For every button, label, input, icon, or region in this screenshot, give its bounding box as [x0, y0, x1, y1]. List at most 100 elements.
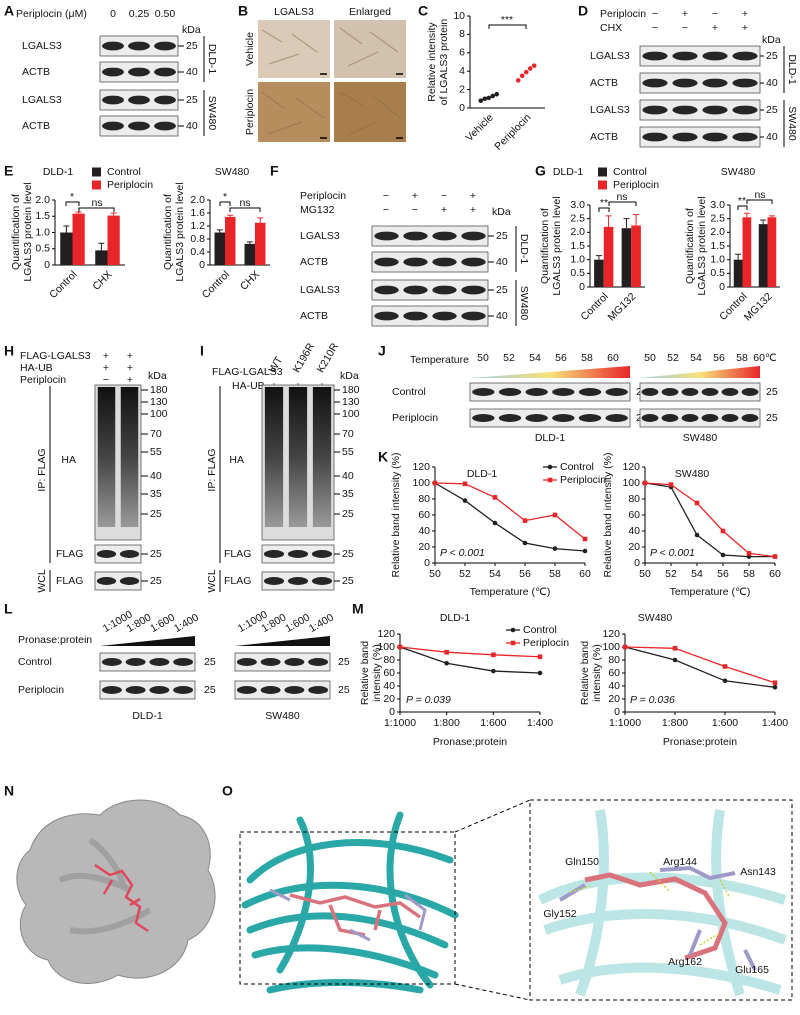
chart-title: SW480: [675, 468, 710, 480]
sign: +: [742, 22, 748, 34]
cell-line: SW480: [683, 432, 718, 444]
legend-label: Control: [560, 461, 594, 473]
y-tick-label: 0: [459, 102, 465, 114]
ligand: [94, 863, 149, 933]
line: [399, 646, 541, 658]
kda-marker: 40: [342, 470, 354, 482]
blot-band: [374, 285, 399, 295]
legend-label: Control: [613, 166, 647, 178]
y-axis-label: Quantification of: [684, 208, 696, 284]
kda-marker: 180: [342, 384, 360, 396]
sign: −: [441, 190, 447, 202]
dot: [515, 78, 521, 83]
blot-band: [374, 257, 399, 267]
blot-band: [732, 51, 758, 61]
cell-line: DLD-1: [206, 44, 218, 75]
blot-band: [498, 388, 522, 396]
panel-label: A: [4, 3, 14, 19]
dot: [527, 66, 533, 71]
y-tick-label: 20: [383, 693, 395, 705]
blot-band: [702, 78, 728, 88]
y-axis-label: Quantification of: [10, 194, 22, 270]
legend-label: Periplocin: [560, 474, 606, 486]
legend-label: Control: [523, 624, 557, 636]
blot-band: [311, 577, 333, 585]
y-axis-label: Relative band intensity (%): [602, 453, 614, 578]
legend-marker: [547, 477, 553, 483]
y-tick-label: 1.5: [35, 210, 50, 222]
kda-marker: 25: [342, 575, 354, 587]
y-tick-label: 6: [459, 47, 465, 59]
residue-label: Asn143: [740, 866, 776, 878]
annotation: P < 0.001: [440, 547, 485, 559]
y-tick-label: 80: [608, 654, 620, 666]
smear-lane: [97, 387, 116, 527]
marker: [746, 551, 752, 556]
treatment-label: Periplocin: [600, 8, 646, 20]
residue-label: Gln150: [565, 856, 599, 868]
y-axis-label: LGALS3 protein level: [174, 182, 186, 281]
ratio: 1:400: [307, 611, 336, 635]
gradient-wedge: [640, 366, 760, 378]
construct-label: FLAG-LGALS3: [212, 366, 283, 378]
kda-marker: 25: [150, 575, 162, 587]
blot-band: [552, 388, 575, 396]
temperature: 56: [713, 352, 725, 364]
marker: [537, 670, 543, 676]
y-tick-label: 1.2: [190, 220, 205, 232]
blot-band: [311, 550, 333, 558]
ligand: [584, 872, 728, 961]
error-bar: [98, 242, 105, 251]
dose: 0.50: [155, 8, 176, 20]
error-bar: [735, 253, 742, 260]
kda-marker: 130: [342, 396, 360, 408]
blot: [234, 652, 331, 672]
residue-label: Glu165: [735, 964, 769, 976]
sign: −: [682, 22, 688, 34]
blot-band: [732, 132, 758, 142]
texture: [261, 27, 401, 137]
row-label: LGALS3: [300, 284, 340, 296]
y-tick-label: 0: [199, 259, 205, 271]
blot-band: [432, 311, 457, 321]
kda-marker: 100: [342, 408, 360, 420]
sign: +: [127, 362, 133, 374]
ihc-images: [258, 20, 406, 142]
x-tick-label: Periplocin: [492, 111, 533, 152]
kda-label: kDa: [762, 34, 781, 46]
row-label: FLAG: [224, 548, 251, 560]
blot-band: [525, 414, 548, 422]
ihc-image: [334, 82, 406, 142]
marker: [462, 498, 468, 503]
x-tick-label: 1:800: [434, 717, 460, 729]
bar: [742, 217, 752, 287]
blot-band: [721, 388, 739, 396]
blot-band: [308, 686, 329, 694]
row-label: LGALS3: [22, 40, 62, 52]
marker: [462, 481, 468, 487]
y-tick-label: 120: [622, 461, 640, 473]
kda-marker: 25: [186, 94, 198, 106]
cell-line: SW480: [518, 286, 530, 321]
kda-marker: 25: [342, 548, 354, 560]
annotation: **: [738, 195, 746, 207]
row-label: Vehicle: [244, 32, 256, 66]
blot-band: [552, 414, 575, 422]
bar: [60, 232, 73, 265]
blot-band: [96, 550, 117, 558]
kda-marker: 55: [150, 446, 162, 458]
blot-band: [125, 686, 146, 694]
marker: [444, 660, 449, 666]
smear-lane: [288, 387, 308, 527]
blot-band: [681, 414, 699, 422]
x-tick-label: 52: [665, 568, 677, 580]
blot-band: [128, 41, 150, 51]
y-tick-label: 1.0: [570, 253, 585, 265]
residue-sticks: [269, 888, 427, 942]
error-bar: [227, 214, 234, 217]
y-tick-label: 40: [608, 680, 620, 692]
blot-band: [263, 550, 285, 558]
annotation: ns: [754, 189, 765, 201]
row-label: HA: [229, 454, 244, 466]
kda-marker: 25: [150, 548, 162, 560]
